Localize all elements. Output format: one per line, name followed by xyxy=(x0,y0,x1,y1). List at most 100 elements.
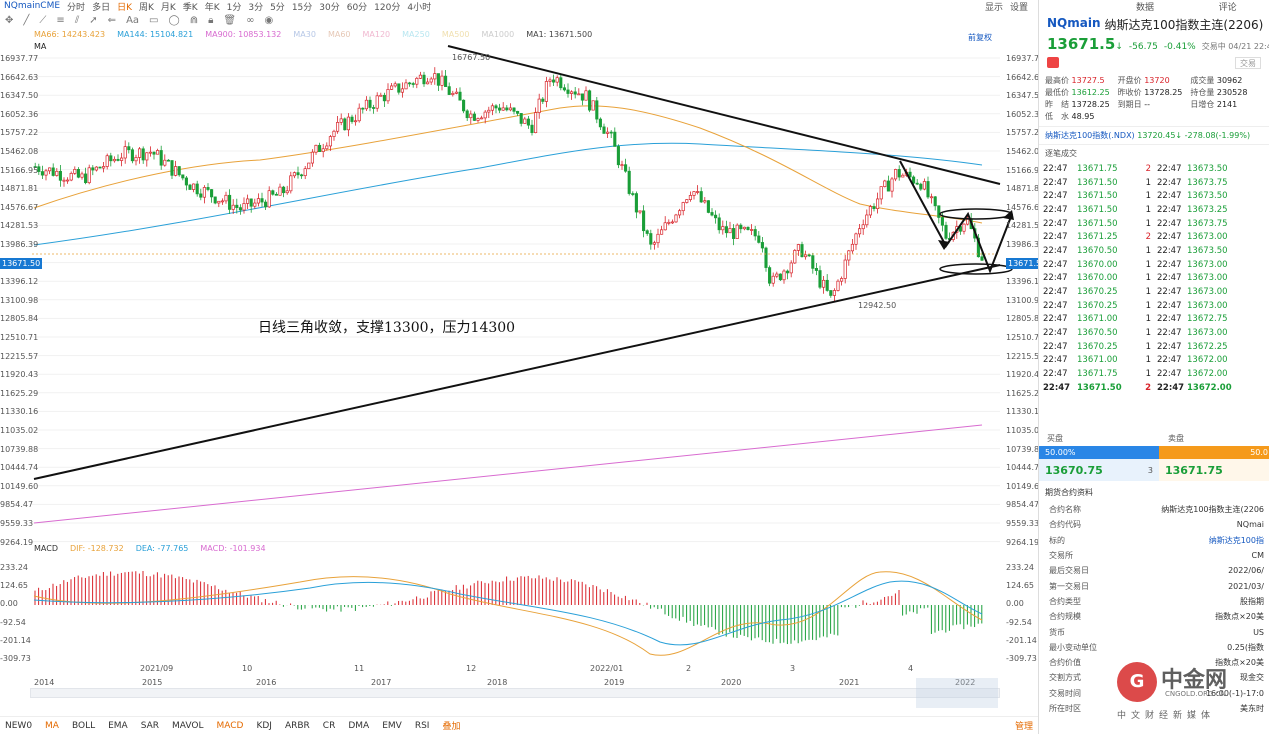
macd-legend-item[interactable]: MACD: -101.934 xyxy=(200,544,266,553)
line-tool-icon[interactable]: ╱ xyxy=(23,14,30,26)
main-chart[interactable]: MA66: 14243.423 MA144: 15104.821 MA900: 10… xyxy=(0,28,1049,547)
add-watch-button[interactable]: 交易 xyxy=(1235,57,1261,69)
indicator-tab[interactable]: MA xyxy=(45,720,59,731)
period-tab[interactable]: 4小时 xyxy=(407,2,432,13)
indicator-tab[interactable]: MAVOL xyxy=(172,720,204,731)
info-row: 合约价值 指数点×20美 xyxy=(1039,655,1269,670)
indicator-tab[interactable]: BOLL xyxy=(71,720,96,731)
axis-tick: 9559.33 xyxy=(0,519,34,528)
crosshair-icon[interactable]: ✥ xyxy=(5,14,14,26)
indicator-tab[interactable]: CR xyxy=(322,720,336,731)
fuquan-button[interactable]: 前复权 xyxy=(968,33,992,42)
period-tab[interactable]: 日K xyxy=(117,2,132,13)
axis-tick: 12215.57 xyxy=(1006,351,1045,361)
trash-icon[interactable]: 🗑︎ xyxy=(223,14,237,26)
indicator-tab[interactable]: EMV xyxy=(382,720,402,731)
legend-item[interactable]: MA60 xyxy=(327,29,351,39)
period-tab[interactable]: 分时 xyxy=(67,2,86,13)
ndx-row[interactable]: 纳斯达克100指数(.NDX) 13720.45↓ -278.08(-1.99%… xyxy=(1039,126,1269,145)
time-scrollbar[interactable] xyxy=(30,688,1000,698)
period-tab[interactable]: 多日 xyxy=(92,2,111,13)
period-tab[interactable]: 30分 xyxy=(319,2,340,13)
indicator-tab[interactable]: SAR xyxy=(140,720,160,731)
channel-tool-icon[interactable]: ⫽ xyxy=(74,14,80,26)
candle-body xyxy=(728,228,732,234)
manage-button[interactable]: 管理 xyxy=(1015,722,1034,732)
indicator-tab[interactable]: RSI xyxy=(414,720,430,731)
indicator-tab[interactable]: NEW0 xyxy=(5,720,33,731)
eye-icon[interactable]: ◉ xyxy=(264,14,274,26)
sidebar-tab[interactable]: 评论 xyxy=(1218,3,1237,13)
magnet-icon[interactable]: ⋒ xyxy=(189,14,199,26)
info-row: 标的 纳斯达克100指 xyxy=(1039,533,1269,548)
rect-tool-icon[interactable]: ▭ xyxy=(149,14,159,26)
parallel-tool-icon[interactable]: ≡ xyxy=(56,14,65,26)
macd-legend-item[interactable]: MACD xyxy=(34,544,58,553)
arrow-tool-icon[interactable]: ➚ xyxy=(89,14,98,26)
settings-menu[interactable]: 设置 xyxy=(1009,2,1028,13)
trade-time: 22:47 xyxy=(1157,382,1185,393)
candle-body xyxy=(789,262,793,274)
scrollbar-thumb[interactable] xyxy=(916,678,998,708)
back-arrow-icon[interactable]: ⇐ xyxy=(107,14,117,26)
period-tab[interactable]: 120分 xyxy=(374,2,401,13)
indicator-tab[interactable]: DMA xyxy=(348,720,370,731)
legend-item[interactable]: MA250 xyxy=(402,29,430,39)
trade-time: 22:47 xyxy=(1157,328,1182,339)
legend-item[interactable]: MA900: 10853.132 xyxy=(205,29,282,39)
symbol-tab[interactable]: NQmainCME xyxy=(4,1,61,11)
period-tab[interactable]: 月K xyxy=(160,2,176,13)
price-axis-right: 16937.77 16642.63 16347.50 16052.36 15757.22… xyxy=(1006,28,1049,547)
trade-time: 22:47 xyxy=(1043,369,1068,380)
legend-item[interactable]: MA1000 xyxy=(481,29,515,39)
trade-qty: 1 xyxy=(1145,314,1151,325)
candle-body xyxy=(922,181,926,190)
candle-body xyxy=(613,131,617,147)
period-tab[interactable]: 年K xyxy=(204,2,220,13)
candle-body xyxy=(753,229,757,237)
info-value[interactable]: 纳斯达克100指 xyxy=(1208,535,1264,545)
indicator-tab[interactable]: MACD xyxy=(216,720,244,731)
legend-item[interactable]: MA30 xyxy=(293,29,316,39)
macd-legend-item[interactable]: DEA: -77.765 xyxy=(135,544,189,553)
text-tool-icon[interactable]: Aa xyxy=(126,14,140,26)
ray-tool-icon[interactable]: ⟋ xyxy=(39,14,47,26)
period-tab[interactable]: 5分 xyxy=(270,2,285,13)
period-tab[interactable]: 3分 xyxy=(248,2,264,13)
trade-time: 22:47 xyxy=(1157,232,1182,243)
candle-body xyxy=(483,111,487,119)
period-tab[interactable]: 季K xyxy=(182,2,198,13)
period-tab[interactable]: 60分 xyxy=(346,2,368,13)
time-tick: 2021/09 xyxy=(140,664,174,673)
display-menu[interactable]: 显示 xyxy=(984,2,1003,13)
stat-key: 开盘价 xyxy=(1117,76,1145,85)
indicator-tab[interactable]: EMA xyxy=(108,720,128,731)
candle-body xyxy=(894,169,898,180)
period-tab[interactable]: 15分 xyxy=(291,2,313,13)
trade-row: 22:47 13671.50 1 22:47 13673.75 xyxy=(1043,217,1265,231)
sidebar-tab[interactable]: 数据 xyxy=(1135,3,1154,13)
legend-item[interactable]: MA144: 15104.821 xyxy=(117,29,194,39)
period-tab[interactable]: 1分 xyxy=(226,2,242,13)
legend-item[interactable]: MA500 xyxy=(441,29,470,39)
macd-svg[interactable] xyxy=(0,554,1038,664)
circle-tool-icon[interactable]: ◯ xyxy=(168,14,180,26)
period-tab[interactable]: 周K xyxy=(138,2,154,13)
indicator-tab[interactable]: ARBR xyxy=(284,720,310,731)
legend-item[interactable]: MA66: 14243.423 xyxy=(34,29,106,39)
macd-legend-item[interactable]: DIF: -128.732 xyxy=(69,544,124,553)
link-icon[interactable]: ∞ xyxy=(246,14,255,26)
legend-item[interactable]: MA120 xyxy=(362,29,391,39)
legend-item[interactable]: MA1: 13671.500 xyxy=(526,29,593,39)
lock-icon[interactable]: 🔒︎ xyxy=(208,14,214,26)
mail-icon[interactable] xyxy=(1047,57,1059,68)
indicator-tab[interactable]: KDJ xyxy=(256,720,272,731)
candle-body xyxy=(944,224,948,239)
candle-body xyxy=(602,126,606,134)
axis-tick: 14281.53 xyxy=(1006,221,1045,231)
indicator-tab[interactable]: 叠加 xyxy=(442,722,461,732)
candle-body xyxy=(418,74,422,79)
candle-body xyxy=(771,275,775,284)
candle-body xyxy=(696,191,700,193)
kline-svg[interactable]: 16767.50 12942.50 xyxy=(0,28,1038,544)
